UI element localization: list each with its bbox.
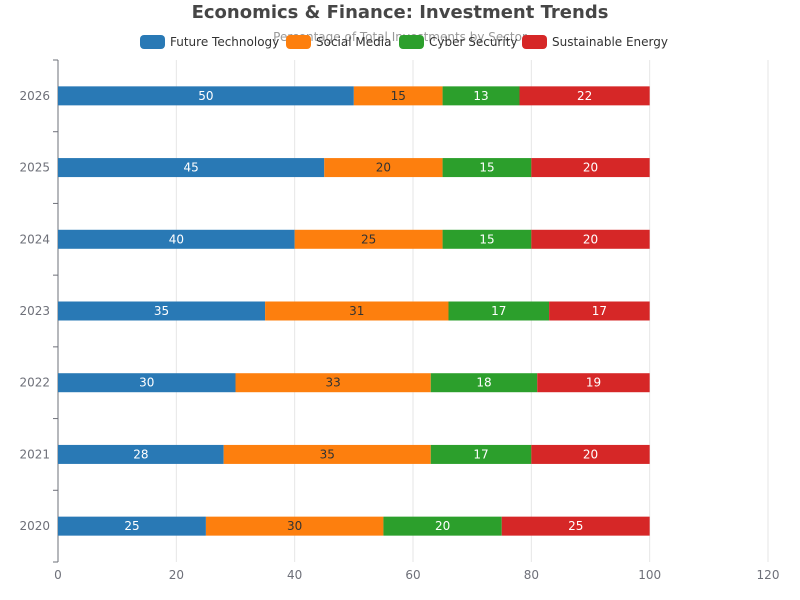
y-category-label: 2024 <box>19 232 50 246</box>
x-tick-label: 60 <box>405 568 420 582</box>
bar-data-label: 17 <box>473 447 488 461</box>
bar-segment <box>58 301 266 321</box>
bar-data-label: 35 <box>154 304 169 318</box>
y-category-label: 2025 <box>19 161 50 175</box>
x-tick-label: 120 <box>757 568 780 582</box>
bar-data-label: 28 <box>133 447 148 461</box>
legend-label: Cyber Security <box>429 35 518 49</box>
bar-segment <box>223 444 431 464</box>
bar-data-label: 50 <box>198 89 213 103</box>
chart-title: Economics & Finance: Investment Trends <box>191 2 609 23</box>
bar-data-label: 31 <box>349 304 364 318</box>
bar-data-label: 25 <box>124 519 139 533</box>
bar-segment <box>58 229 295 249</box>
bar-data-label: 33 <box>325 376 340 390</box>
bar-data-label: 15 <box>391 89 406 103</box>
x-tick-label: 20 <box>169 568 184 582</box>
bar-data-label: 20 <box>583 161 598 175</box>
bar-segment <box>519 86 650 106</box>
x-tick-label: 100 <box>638 568 661 582</box>
bar-segment <box>501 516 650 536</box>
bar-data-label: 20 <box>583 232 598 246</box>
bar-data-label: 30 <box>139 376 154 390</box>
bar-data-label: 19 <box>586 376 601 390</box>
bar-segment <box>430 373 538 393</box>
bar-data-label: 20 <box>435 519 450 533</box>
bar-data-label: 17 <box>491 304 506 318</box>
bar-data-label: 17 <box>592 304 607 318</box>
bar-segment <box>294 229 443 249</box>
bar-data-label: 15 <box>479 232 494 246</box>
bar-segment <box>430 444 532 464</box>
bar-data-label: 18 <box>476 376 491 390</box>
bar-data-label: 25 <box>568 519 583 533</box>
y-category-label: 2021 <box>19 447 50 461</box>
legend-label: Future Technology <box>170 35 280 49</box>
bar-data-label: 20 <box>583 447 598 461</box>
bar-segment <box>442 229 532 249</box>
x-tick-label: 0 <box>54 568 62 582</box>
bar-segment <box>537 373 650 393</box>
bar-segment <box>531 444 650 464</box>
bar-data-label: 30 <box>287 519 302 533</box>
bar-segment <box>58 444 224 464</box>
bar-data-label: 40 <box>169 232 184 246</box>
bar-segment <box>531 229 650 249</box>
legend-swatch <box>522 35 547 49</box>
bar-segment <box>205 516 384 536</box>
y-category-label: 2026 <box>19 89 50 103</box>
legend-item-social-media[interactable]: Social Media <box>286 33 391 51</box>
bar-data-label: 35 <box>320 447 335 461</box>
bar-data-label: 13 <box>473 89 488 103</box>
bar-segment <box>448 301 550 321</box>
bar-segment <box>442 86 520 106</box>
legend-swatch <box>399 35 424 49</box>
legend-item-cyber-security[interactable]: Cyber Security <box>399 33 518 51</box>
x-tick-label: 80 <box>524 568 539 582</box>
bar-segment <box>442 158 532 178</box>
bar-segment <box>383 516 502 536</box>
chart-legend: Future Technology Social Media Cyber Sec… <box>0 33 800 51</box>
bar-segment <box>58 86 354 106</box>
y-category-label: 2022 <box>19 376 50 390</box>
bar-segment <box>58 516 206 536</box>
bar-data-label: 45 <box>183 161 198 175</box>
bar-data-label: 22 <box>577 89 592 103</box>
bar-data-label: 20 <box>376 161 391 175</box>
bar-segment <box>549 301 650 321</box>
bar-data-label: 15 <box>479 161 494 175</box>
legend-swatch <box>140 35 165 49</box>
legend-label: Social Media <box>316 35 392 49</box>
y-category-label: 2023 <box>19 304 50 318</box>
y-category-label: 2020 <box>19 519 50 533</box>
bar-segment <box>235 373 431 393</box>
bar-segment <box>324 158 443 178</box>
bar-segment <box>265 301 449 321</box>
bar-segment <box>531 158 650 178</box>
bar-data-label: 25 <box>361 232 376 246</box>
bar-segment <box>58 158 325 178</box>
bar-segment <box>58 373 236 393</box>
legend-label: Sustainable Energy <box>552 35 668 49</box>
legend-swatch <box>286 35 311 49</box>
legend-item-sustainable-energy[interactable]: Sustainable Energy <box>522 33 668 51</box>
x-tick-label: 40 <box>287 568 302 582</box>
legend-item-future-technology[interactable]: Future Technology <box>140 33 279 51</box>
bar-segment <box>353 86 443 106</box>
